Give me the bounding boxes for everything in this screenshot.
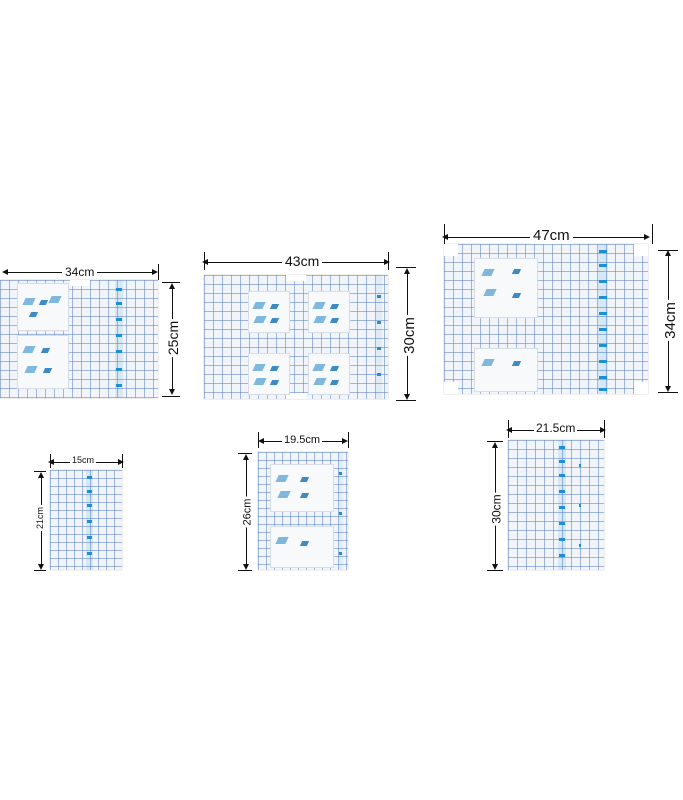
blue-marker-strip <box>115 280 123 398</box>
instruction-panel <box>248 291 290 333</box>
blue-marker-strip <box>558 440 566 570</box>
instruction-panel <box>270 464 334 512</box>
sheet-notch <box>70 280 90 286</box>
height-label: 34cm <box>661 300 679 341</box>
instruction-panel <box>248 353 290 395</box>
height-label: 21cm <box>35 504 46 532</box>
width-label: 15cm <box>70 455 97 465</box>
blue-marker-strip <box>578 440 582 570</box>
height-label: 26cm <box>241 496 254 528</box>
sheet-34x25 <box>0 280 158 398</box>
instruction-panel <box>474 258 538 318</box>
instruction-panel <box>17 335 69 389</box>
sheet-43x30 <box>204 275 388 399</box>
instruction-panel <box>270 526 334 568</box>
sheet-15x21 <box>50 470 122 570</box>
instruction-panel <box>308 353 350 395</box>
blue-marker-strip <box>338 452 343 570</box>
sheet-notch <box>444 382 458 394</box>
sheet-notch <box>634 382 648 394</box>
instruction-panel <box>308 291 350 333</box>
sheet-notch <box>286 275 306 281</box>
sheet-19.5x26 <box>258 452 348 570</box>
instruction-panel <box>17 283 69 331</box>
width-label: 21.5cm <box>534 421 578 435</box>
sheet-21.5x30 <box>508 440 604 570</box>
sheet-notch <box>634 244 648 256</box>
width-label: 43cm <box>282 253 323 269</box>
blue-marker-strip <box>376 275 382 399</box>
width-label: 47cm <box>530 227 573 244</box>
blue-marker-strip <box>86 470 93 570</box>
width-label: 19.5cm <box>282 434 323 446</box>
instruction-panel <box>474 348 538 392</box>
height-label: 30cm <box>489 492 504 526</box>
height-label: 30cm <box>400 315 418 356</box>
blue-marker-strip <box>598 244 608 394</box>
sheet-notch <box>286 393 306 399</box>
sheet-notch <box>444 244 458 256</box>
sheet-47x34 <box>444 244 648 394</box>
width-label: 34cm <box>62 265 98 279</box>
height-label: 25cm <box>165 318 182 358</box>
